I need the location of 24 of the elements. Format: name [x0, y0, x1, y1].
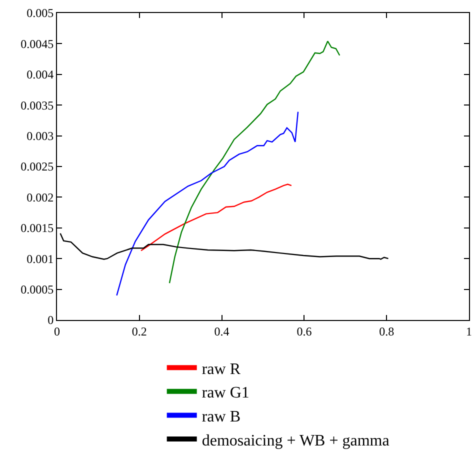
- line-series: [116, 111, 299, 296]
- x-tick-label: 1: [466, 324, 472, 338]
- x-tick-label: 0.4: [214, 324, 230, 338]
- y-tick-label: 0.0045: [20, 36, 54, 51]
- legend-label: raw R: [202, 360, 241, 378]
- y-tick-label: 0.0025: [20, 160, 54, 174]
- y-tick-label: 0.005: [26, 6, 54, 20]
- y-tick-label: 0.004: [26, 68, 54, 82]
- x-tick-label: 0.6: [296, 324, 312, 338]
- legend-label: demosaicing + WB + gamma: [202, 432, 390, 450]
- legend-label: raw B: [202, 408, 240, 426]
- y-tick-label: 0.002: [26, 190, 54, 204]
- y-tick-label: 0.001: [26, 252, 54, 266]
- y-tick-label: 0.003: [26, 129, 54, 143]
- line-series: [60, 232, 389, 260]
- x-tick-label: 0.2: [132, 324, 147, 338]
- legend-label: raw G1: [202, 384, 250, 402]
- y-tick-label: 0.0005: [20, 282, 54, 296]
- line-series: [140, 184, 292, 252]
- y-tick-label: 0.0015: [20, 221, 54, 236]
- y-tick-label: 0: [48, 313, 54, 328]
- line-series: [168, 40, 340, 284]
- x-tick-label: 0.8: [379, 324, 394, 338]
- y-tick-label: 0.0035: [20, 98, 54, 112]
